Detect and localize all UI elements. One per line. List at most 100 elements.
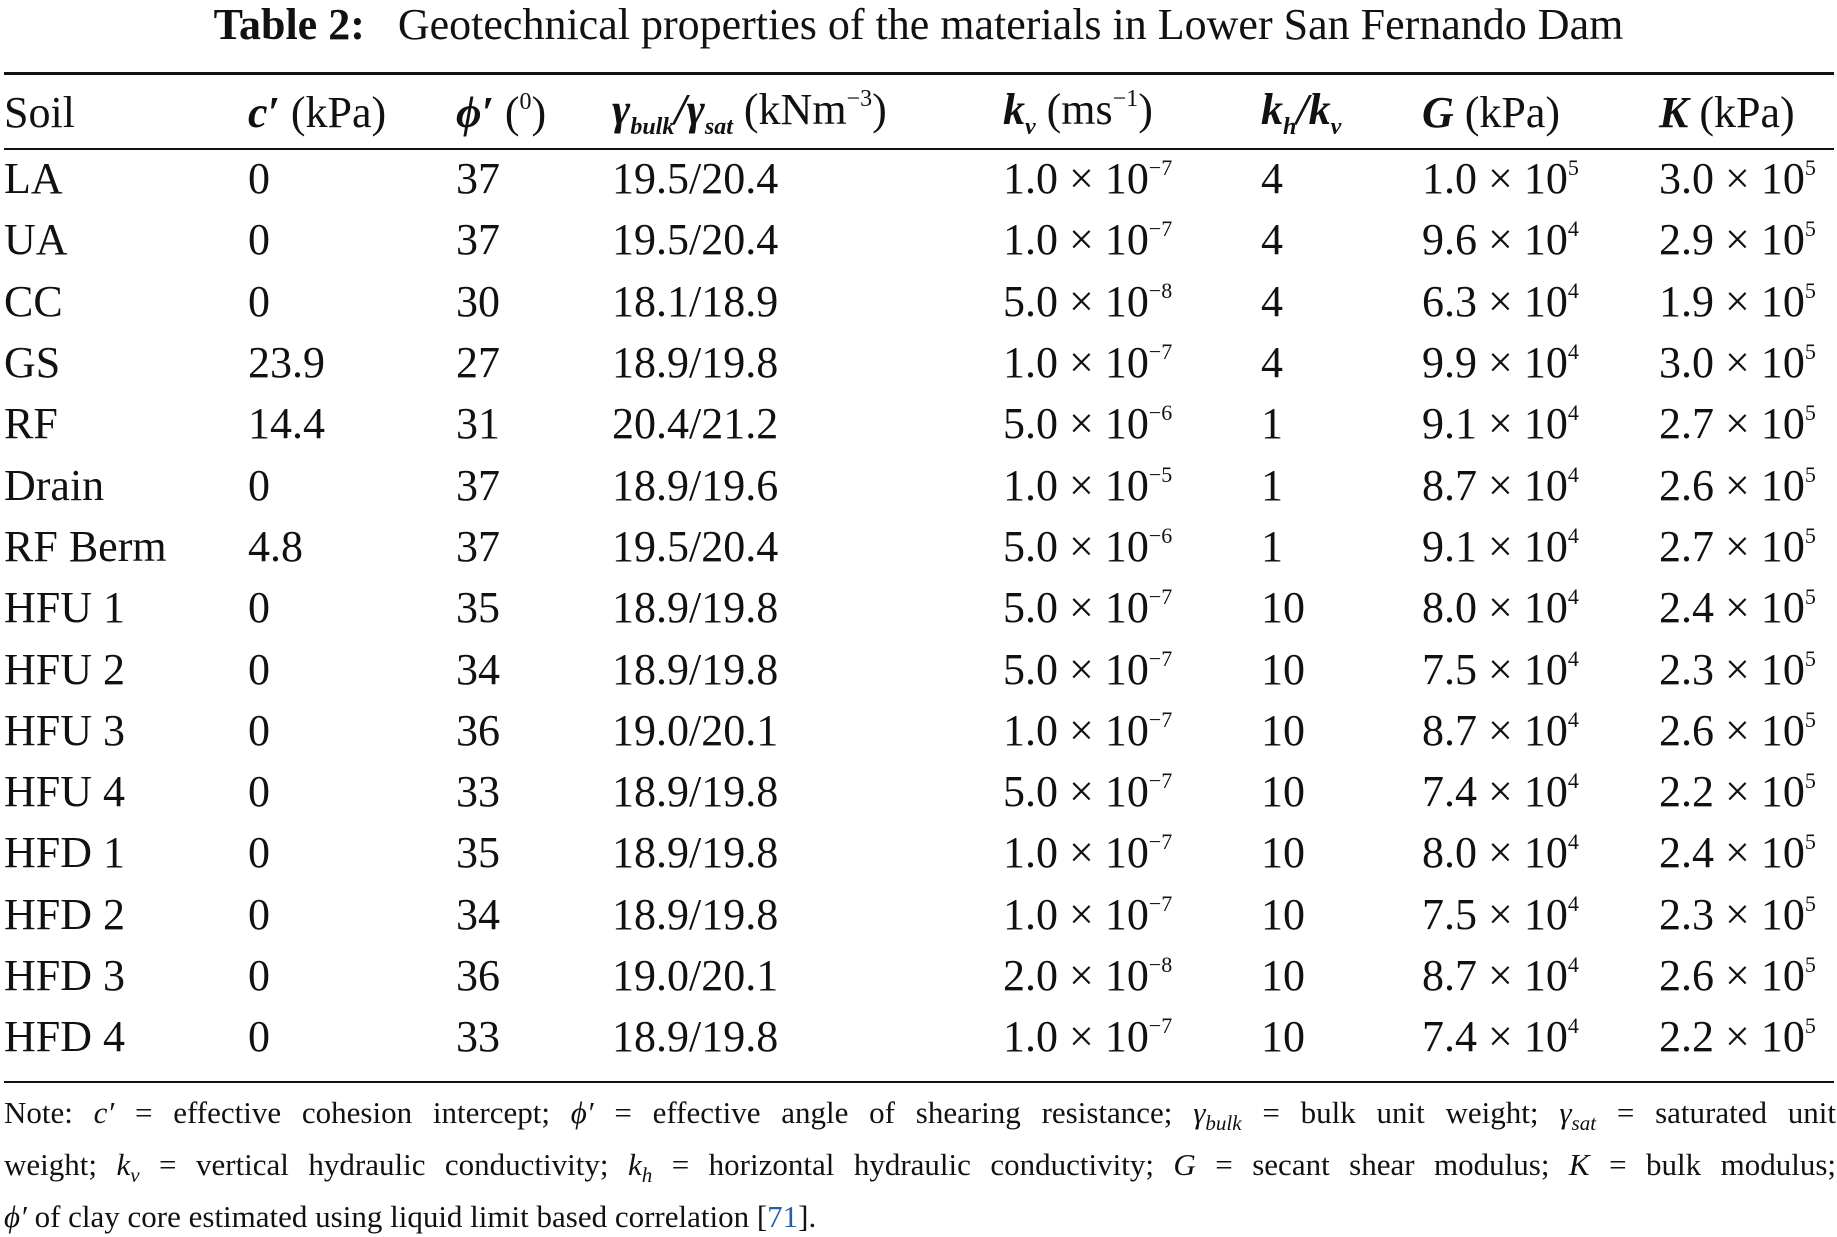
note-end-text: ]. [798,1199,817,1234]
cell-cohesion: 0 [248,767,270,817]
cell-cohesion: 0 [248,276,270,326]
cell-bulk-modulus-mantissa: 2.3 [1659,889,1714,939]
cell-kv-times-ten: × 10 [1058,828,1149,878]
cell-bulk-modulus-exponent: 5 [1804,952,1816,977]
table-row: GS 23.9 27 18.9/19.8 1.0 × 10−7 4 9.9 × 104 3.0… [4,332,1834,393]
cell-shear-modulus-times-ten: × 10 [1477,276,1568,326]
header-cohesion-unit: (kPa) [279,87,387,137]
cell-bulk-modulus: 1.9 × 105 [1659,271,1834,332]
cell-bulk-modulus-exponent: 5 [1804,829,1816,855]
cell-kv-mantissa: 1.0 [1003,154,1058,204]
cell-friction-angle: 31 [456,399,500,449]
cell-bulk-modulus-times-ten: × 10 [1714,951,1805,1000]
cell-friction-angle: 37 [456,521,500,571]
header-kv-unit: (ms [1035,84,1113,134]
cell-unit-weight: 18.9/19.8 [612,583,779,633]
table-row: HFU 1 0 35 18.9/19.8 5.0 × 10−7 10 8.0 × 104 2.… [4,577,1834,638]
cell-shear-modulus-mantissa: 7.5 [1422,644,1477,694]
cell-shear-modulus: 8.7 × 104 [1422,945,1659,1006]
cell-bulk-modulus-mantissa: 2.4 [1659,828,1714,878]
cell-bulk-modulus-times-ten: × 10 [1714,521,1805,571]
table-body: LA 0 37 19.5/20.4 1.0 × 10−7 4 1.0 × 105 3.0 × … [4,148,1834,1067]
cell-shear-modulus-mantissa: 8.0 [1422,828,1477,878]
cell-unit-weight: 18.9/19.8 [612,828,779,878]
header-kh-symbol: k [1261,84,1283,134]
cell-bulk-modulus-mantissa: 2.7 [1659,399,1714,449]
header-phi-symbol: ϕ′ [456,87,494,137]
header-phi-unit-open: ( [493,87,520,137]
cell-bulk-modulus-mantissa: 2.6 [1659,705,1714,755]
note-kh-symbol: k [627,1147,642,1182]
note-gamma-sat-sub: sat [1571,1111,1597,1135]
cell-unit-weight: 19.0/20.1 [612,705,779,755]
header-gamma-unit-close: ) [872,84,887,134]
cell-bulk-modulus-exponent: 5 [1804,155,1816,181]
cell-bulk-modulus-mantissa: 2.6 [1659,460,1714,510]
cell-kv-exponent: −7 [1148,829,1173,855]
cell-soil: HFU 1 [4,583,126,633]
cell-bulk-modulus-mantissa: 2.2 [1659,1012,1714,1062]
cell-bulk-modulus: 2.6 × 105 [1659,945,1834,1006]
header-gamma-bulk-symbol: γ [612,84,631,134]
cell-bulk-modulus-mantissa: 2.3 [1659,644,1714,694]
cell-shear-modulus-mantissa: 7.4 [1422,767,1477,817]
cell-bulk-modulus: 2.6 × 105 [1659,454,1834,515]
cell-bulk-modulus: 3.0 × 105 [1659,148,1834,209]
cell-bulk-modulus-times-ten: × 10 [1714,644,1805,694]
table-caption: Table 2: Geotechnical properties of the … [0,0,1837,50]
cell-soil: HFU 3 [4,705,126,755]
table-top-rule [4,72,1834,75]
cell-soil: CC [4,276,63,326]
cell-friction-angle: 37 [456,215,500,265]
note-gamma-sat-symbol: γ [1559,1095,1572,1130]
cell-bulk-modulus-mantissa: 2.4 [1659,583,1714,633]
table-row: HFD 3 0 36 19.0/20.1 2.0 × 10−8 10 8.7 × 104 2.… [4,945,1834,1006]
caption-text: Geotechnical properties of the materials… [397,0,1624,49]
citation-link[interactable]: 71 [767,1199,799,1234]
cell-shear-modulus-mantissa: 6.3 [1422,276,1477,326]
cell-bulk-modulus-times-ten: × 10 [1714,154,1805,204]
cell-friction-angle: 36 [456,705,500,755]
cell-bulk-modulus-exponent: 5 [1804,1013,1816,1039]
cell-kv-mantissa: 1.0 [1003,338,1058,388]
cell-unit-weight: 18.9/19.6 [612,460,779,510]
cell-kv-exponent: −7 [1148,645,1173,671]
note-gamma-bulk-definition: = bulk unit weight; [1241,1095,1560,1130]
cell-kv-exponent: −6 [1148,400,1173,426]
cell-kv-exponent: −5 [1148,461,1173,487]
table-header-row: Soil c′ (kPa) ϕ′ (0) γbulk/γsat (kNm−3) … [4,76,1834,148]
cell-shear-modulus: 8.0 × 104 [1422,577,1659,638]
cell-kh-kv-ratio: 10 [1261,889,1305,939]
cell-bulk-modulus-times-ten: × 10 [1714,338,1805,388]
cell-shear-modulus-mantissa: 9.6 [1422,215,1477,265]
cell-bulk-modulus-times-ten: × 10 [1714,276,1805,326]
cell-shear-modulus-exponent: 4 [1567,890,1579,916]
cell-kv-mantissa: 1.0 [1003,1012,1058,1062]
cell-bulk-modulus-mantissa: 2.7 [1659,521,1714,571]
cell-kv-times-ten: × 10 [1058,276,1149,326]
cell-unit-weight: 18.9/19.8 [612,767,779,817]
header-soil: Soil [4,76,248,148]
cell-shear-modulus-exponent: 4 [1567,522,1579,548]
cell-shear-modulus-times-ten: × 10 [1477,705,1568,755]
note-line-1: Note: c′ = effective cohesion intercept;… [4,1092,1836,1144]
cell-shear-modulus-mantissa: 8.0 [1422,583,1477,633]
cell-shear-modulus-exponent: 4 [1567,645,1579,671]
cell-kv-mantissa: 5.0 [1003,276,1058,326]
cell-unit-weight: 19.5/20.4 [612,154,779,204]
header-friction-angle: ϕ′ (0) [456,76,612,148]
table-row: Drain 0 37 18.9/19.6 1.0 × 10−5 1 8.7 × 104 2.6… [4,454,1834,515]
cell-soil: UA [4,215,68,265]
table-bottom-rule [4,1081,1834,1083]
cell-bulk-modulus-exponent: 5 [1804,768,1816,794]
cell-kv: 5.0 × 10−7 [1003,761,1261,822]
cell-cohesion: 0 [248,215,270,265]
note-phi-symbol: ϕ′ [570,1095,594,1130]
cell-bulk-modulus-exponent: 5 [1804,277,1816,303]
header-phi-unit-close: ) [531,87,547,137]
cell-kv-times-ten: × 10 [1058,1012,1149,1062]
cell-kh-kv-ratio: 10 [1261,1012,1305,1062]
note-gamma-bulk-sub: bulk [1205,1111,1242,1135]
cell-shear-modulus-times-ten: × 10 [1477,828,1568,878]
cell-shear-modulus: 7.5 × 104 [1422,884,1659,945]
